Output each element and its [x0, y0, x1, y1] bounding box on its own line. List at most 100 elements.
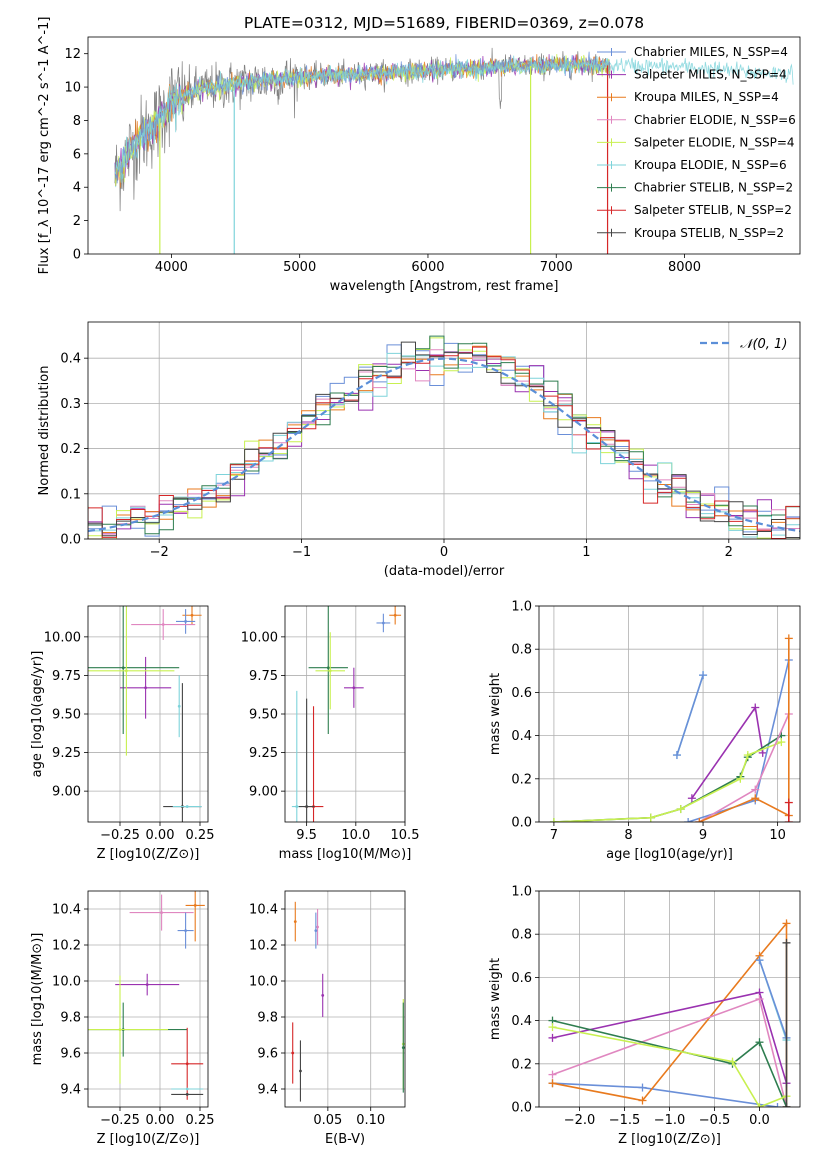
x-axis-label: age [log10(age/yr)] [606, 847, 733, 862]
data-point [393, 613, 397, 617]
y-axis-label: mass weight [488, 958, 503, 1040]
legend-entry-label: Salpeter MILES, N_SSP=4 [634, 68, 787, 82]
mass-weight-vs-age-panel: 7 8 9 10 0.0 0.2 0.4 0.6 0.8 1.0 age [log10(age/yr… [488, 600, 801, 862]
y-axis-label: mass weight [488, 673, 503, 755]
x-tick-label: 0.00 [146, 1113, 175, 1128]
y-tick-label: 9.25 [52, 746, 81, 761]
y-tick-label: 9.00 [249, 785, 278, 800]
y-tick-label: 0.8 [511, 928, 532, 943]
y-tick-label: 0.6 [511, 971, 532, 986]
y-tick-label: 0.2 [511, 772, 532, 787]
x-tick-label: 5000 [283, 260, 316, 275]
axes-frame [284, 605, 406, 823]
x-axis-label: Z [log10(Z/Z⊙)] [618, 1132, 721, 1147]
plot-area [291, 901, 405, 1102]
y-tick-label: 9.4 [60, 1083, 81, 1098]
x-tick-label: −0.5 [699, 1113, 731, 1128]
y-tick-label: 0.4 [511, 729, 532, 744]
chart-title: PLATE=0312, MJD=51689, FIBERID=0369, z=0… [244, 14, 644, 32]
data-point [118, 1028, 122, 1031]
y-tick-label: 9.50 [52, 708, 81, 723]
x-tick-label: −0.25 [100, 1113, 140, 1128]
y-tick-label: 9.6 [257, 1047, 278, 1062]
data-point [145, 983, 149, 986]
x-tick-label: 9 [699, 828, 707, 843]
data-point [401, 1046, 405, 1049]
y-tick-label: 9.6 [60, 1047, 81, 1062]
y-tick-label: 10 [64, 81, 81, 96]
legend-entry-label: 𝒩(0, 1) [740, 337, 787, 352]
y-tick-label: 0.2 [511, 1057, 532, 1072]
x-tick-label: −2 [150, 545, 169, 560]
data-point [185, 1062, 189, 1066]
y-tick-label: 9.50 [249, 708, 278, 723]
mass-weight-vs-metallicity-panel: −2.0 −1.5 −1.0 −0.5 0.0 0.0 0.2 0.4 0.6 0.8 1.0 Z [… [488, 885, 801, 1147]
weight-series-line [676, 674, 704, 756]
axes-frame [87, 321, 801, 540]
data-point [305, 805, 309, 808]
x-tick-label: 7 [550, 828, 558, 843]
x-tick-label: 0 [440, 545, 448, 560]
y-tick-label: 0.4 [60, 352, 81, 367]
y-tick-label: 0.0 [60, 533, 81, 548]
data-point [185, 1087, 189, 1091]
plot-area [88, 606, 202, 822]
y-axis-label: Normed distribution [37, 366, 52, 496]
x-tick-label: −1.0 [654, 1113, 686, 1128]
y-tick-label: 9.4 [257, 1083, 278, 1098]
data-point [326, 666, 330, 670]
y-tick-label: 10.2 [52, 939, 81, 954]
y-tick-label: 0.2 [60, 442, 81, 457]
y-tick-label: 1.0 [511, 600, 532, 615]
data-point [381, 621, 385, 625]
axes-frame [538, 605, 801, 823]
x-tick-label: 6000 [411, 260, 444, 275]
spectrum-legend: Chabrier MILES, N_SSP=4 Salpeter MILES, N… [597, 45, 796, 240]
data-point [293, 920, 297, 923]
data-point [121, 666, 125, 670]
y-tick-label: 10.4 [52, 903, 81, 918]
x-tick-label: 0.10 [356, 1113, 385, 1128]
weight-series-line [698, 638, 790, 822]
legend-entry-label: Kroupa STELIB, N_SSP=2 [634, 226, 784, 240]
data-point [299, 1069, 302, 1073]
y-tick-label: 10.2 [249, 939, 278, 954]
x-tick-label: 7000 [540, 260, 573, 275]
data-point [185, 805, 189, 808]
y-tick-label: 6 [73, 147, 81, 162]
y-tick-label: 10.00 [241, 630, 278, 645]
data-point [184, 929, 188, 932]
y-tick-label: 0.0 [511, 1101, 532, 1116]
y-tick-label: 4 [73, 181, 81, 196]
age-vs-metallicity-panel: −0.25 0.00 0.25 9.00 9.25 9.50 9.75 10.00 Z [log… [30, 605, 214, 862]
plot-area [88, 335, 800, 539]
x-axis-label: Z [log10(Z/Z⊙)] [97, 847, 200, 862]
data-point [160, 911, 164, 914]
x-tick-label: −1 [292, 545, 311, 560]
x-tick-label: −2.0 [564, 1113, 596, 1128]
y-tick-label: 10.0 [249, 975, 278, 990]
legend-entry-label: Salpeter STELIB, N_SSP=2 [634, 203, 792, 217]
data-point [316, 925, 319, 929]
x-tick-label: 4000 [155, 260, 188, 275]
histogram-step [88, 341, 800, 539]
x-tick-label: −1.5 [609, 1113, 641, 1128]
spectrum-panel: 4000 5000 6000 7000 8000 0 2 4 6 8 10 12 wavelength … [37, 14, 801, 294]
axes-frame [284, 890, 406, 1108]
y-axis-label: mass [log10(M/M⊙)] [30, 933, 45, 1066]
x-tick-label: 10.0 [341, 828, 370, 843]
plot-area [548, 919, 791, 1107]
x-tick-label: 8000 [668, 260, 701, 275]
x-axis-label: E(B-V) [325, 1132, 365, 1147]
legend-entry-label: Chabrier STELIB, N_SSP=2 [634, 181, 793, 195]
data-point [291, 1051, 295, 1055]
y-tick-label: 8 [73, 114, 81, 129]
weight-series-line [553, 741, 782, 822]
x-tick-label: 0.25 [186, 1113, 215, 1128]
x-tick-label: −0.25 [100, 828, 140, 843]
legend-entry-label: Chabrier ELODIE, N_SSP=6 [634, 113, 796, 127]
x-tick-label: 2 [725, 545, 733, 560]
age-vs-mass-panel: 9.5 10.0 10.5 9.00 9.25 9.50 9.75 10.00 mass [lo… [241, 605, 419, 862]
y-tick-label: 9.00 [52, 785, 81, 800]
